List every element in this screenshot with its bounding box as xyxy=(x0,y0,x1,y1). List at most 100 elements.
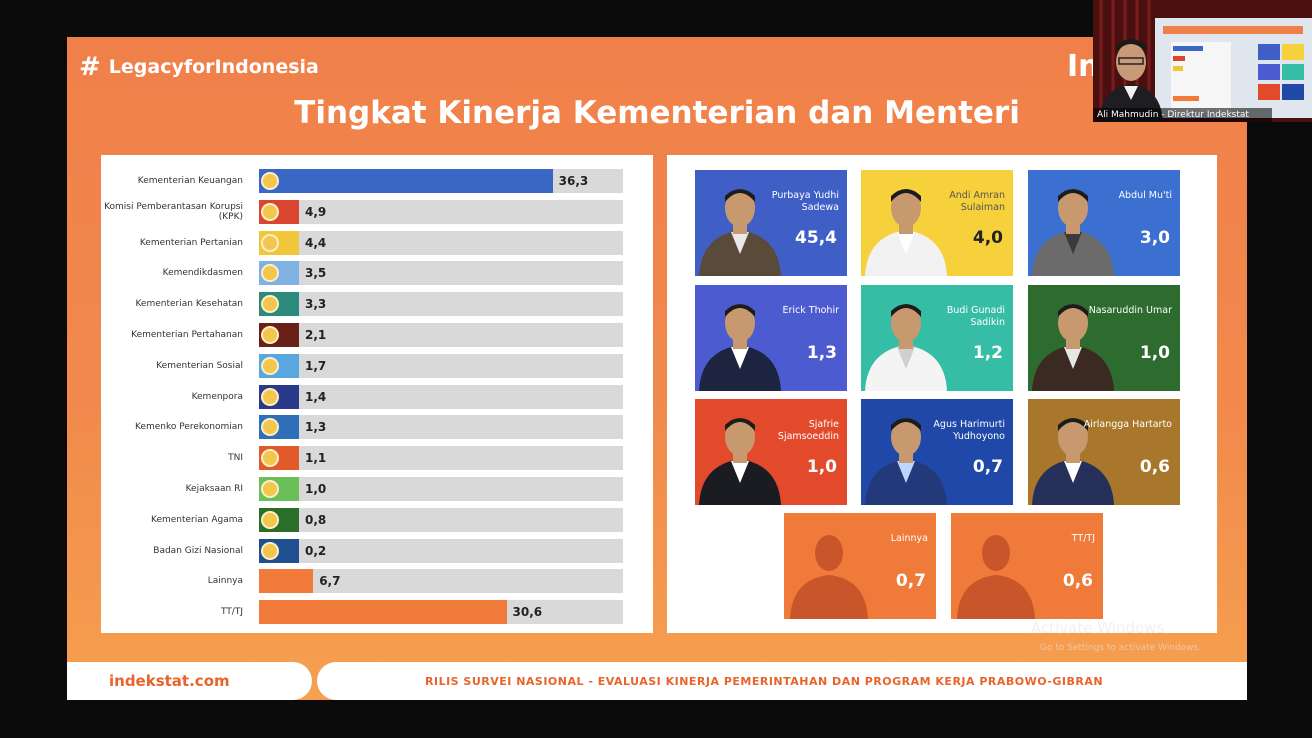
minister-value: 0,6 xyxy=(1139,457,1170,477)
ministry-emblem-icon xyxy=(259,323,281,347)
hash-icon: # xyxy=(79,52,101,82)
bar-value-label: 1,7 xyxy=(305,358,327,373)
minister-name: Airlangga Hartarto xyxy=(1083,419,1172,430)
bar-track: 1,3 xyxy=(259,415,623,440)
minister-card: Purbaya Yudhi Sadewa 45,4 xyxy=(695,170,847,276)
minister-photo xyxy=(699,418,781,505)
minister-value: 0,7 xyxy=(972,457,1003,477)
page-title: Tingkat Kinerja Kementerian dan Menteri xyxy=(294,95,1020,131)
minister-photo xyxy=(699,304,781,391)
bar-track: 4,4 xyxy=(259,230,623,255)
ministry-emblem-icon xyxy=(259,354,281,378)
ministry-emblem-icon xyxy=(259,261,281,285)
bar-track: 1,4 xyxy=(259,384,623,409)
activate-windows-subtitle: Go to Settings to activate Windows. xyxy=(1040,643,1202,653)
bar xyxy=(259,569,314,594)
bar-row: TT/TJ 30,6 xyxy=(101,598,653,626)
minister-card: Airlangga Hartarto 0,6 xyxy=(1028,399,1180,505)
bar-row: TNI 1,1 xyxy=(101,444,653,472)
bar-row: Kementerian Agama 0,8 xyxy=(101,506,653,534)
ministry-emblem-icon xyxy=(259,385,281,409)
person-silhouette-icon xyxy=(957,535,1035,619)
bar-category-label: Kementerian Keuangan xyxy=(137,176,243,186)
bar-value-label: 2,1 xyxy=(305,328,327,342)
bar-category-label: Kementerian Pertanian xyxy=(139,237,243,248)
ministry-emblem-icon xyxy=(259,169,281,193)
bar-row: Kementerian Sosial 1,7 xyxy=(101,352,653,380)
minister-photo xyxy=(865,304,947,391)
footer-site-pill: indekstat.com xyxy=(67,662,312,700)
bar-category-label: Kemenko Perekonomian xyxy=(134,422,243,433)
bar-category-label: TT/TJ xyxy=(220,607,243,618)
minister-name: Andi Amran Sulaiman xyxy=(949,190,1005,213)
bar-row: Lainnya 6,7 xyxy=(101,567,653,595)
minister-value: 1,0 xyxy=(806,457,837,477)
bar-value-label: 3,3 xyxy=(305,297,327,312)
footer-caption: RILIS SURVEI NASIONAL - EVALUASI KINERJA… xyxy=(425,674,1104,688)
presentation-slide: # LegacyforIndonesia In Tingkat Kinerja … xyxy=(67,37,1247,700)
bar-category-label: Kemendikdasmen xyxy=(162,268,243,279)
webcam-feed xyxy=(1093,0,1312,122)
minister-photo xyxy=(865,418,947,505)
bar-category-label: Badan Gizi Nasional xyxy=(153,545,243,556)
bar-track: 30,6 xyxy=(259,600,623,625)
minister-card: Agus Harimurti Yudhoyono 0,7 xyxy=(861,399,1013,505)
bar-value-label: 0,2 xyxy=(305,543,327,558)
ministry-emblem-icon xyxy=(259,231,281,255)
bar-category-label: Kementerian Agama xyxy=(150,514,243,525)
bar-row: Kementerian Pertahanan 2,1 xyxy=(101,321,653,349)
webcam-overlay: Ali Mahmudin - Direktur Indekstat xyxy=(1093,0,1312,122)
bar-row: Kemenko Perekonomian 1,3 xyxy=(101,413,653,441)
minister-value: 1,2 xyxy=(972,343,1003,363)
bar-row: Kemendikdasmen 3,5 xyxy=(101,259,653,287)
bar-category-label: TNI xyxy=(228,453,243,464)
ministry-emblem-icon xyxy=(259,415,281,439)
bar-value-label: 1,0 xyxy=(305,482,327,496)
minister-photo xyxy=(1032,418,1114,505)
minister-name: Nasaruddin Umar xyxy=(1088,305,1172,316)
minister-value: 0,7 xyxy=(895,571,926,591)
ministry-emblem-icon xyxy=(259,200,281,224)
minister-card: Abdul Mu'ti 3,0 xyxy=(1028,170,1180,276)
bar-row: Kementerian Keuangan 36,3 xyxy=(101,167,653,195)
ministry-bar-chart: Kementerian Keuangan 36,3 Komisi Pemberant… xyxy=(101,155,653,633)
bar-value-label: 6,7 xyxy=(319,574,341,589)
minister-value: 0,6 xyxy=(1062,571,1093,591)
bar xyxy=(259,600,507,625)
bar-track: 0,2 xyxy=(259,538,623,563)
minister-value: 1,3 xyxy=(806,343,837,363)
minister-photo xyxy=(1032,189,1114,276)
minister-name: Erick Thohir xyxy=(782,305,840,316)
minister-photo xyxy=(1032,304,1114,391)
bar-value-label: 0,8 xyxy=(305,512,327,527)
bar-category-label: Kementerian Pertahanan xyxy=(131,330,243,340)
bar-track: 1,0 xyxy=(259,477,623,501)
ministry-emblem-icon xyxy=(259,292,281,316)
ministry-emblem-icon xyxy=(259,508,281,532)
bar xyxy=(259,169,553,193)
minister-card: Nasaruddin Umar 1,0 xyxy=(1028,285,1180,391)
bar-value-label: 1,4 xyxy=(305,389,327,404)
minister-name: Lainnya xyxy=(890,533,928,544)
bar-value-label: 36,3 xyxy=(558,174,589,188)
bar-value-label: 1,1 xyxy=(305,451,327,466)
minister-name: Budi Gunadi Sadikin xyxy=(946,305,1005,328)
bar-category-label: Lainnya xyxy=(207,576,243,587)
minister-name: Purbaya Yudhi Sadewa xyxy=(771,190,839,213)
ministry-emblem-icon xyxy=(259,539,281,563)
person-silhouette-icon xyxy=(790,535,868,619)
bar-track: 6,7 xyxy=(259,569,623,594)
bar-row: Kejaksaan RI 1,0 xyxy=(101,475,653,503)
minister-name: Sjafrie Sjamsoeddin xyxy=(777,419,839,442)
minister-photo xyxy=(865,189,947,276)
bar-track: 36,3 xyxy=(259,169,623,193)
bar-value-label: 30,6 xyxy=(512,605,543,620)
bar-category-label: Komisi Pemberantasan Korupsi (KPK) xyxy=(104,201,243,222)
bar-track: 1,7 xyxy=(259,353,623,378)
bar-row: Kementerian Pertanian 4,4 xyxy=(101,229,653,257)
minister-card: Erick Thohir 1,3 xyxy=(695,285,847,391)
bar-value-label: 3,5 xyxy=(305,266,327,281)
ministry-emblem-icon xyxy=(259,477,281,501)
minister-name: TT/TJ xyxy=(1071,533,1095,544)
minister-value: 4,0 xyxy=(972,228,1003,248)
